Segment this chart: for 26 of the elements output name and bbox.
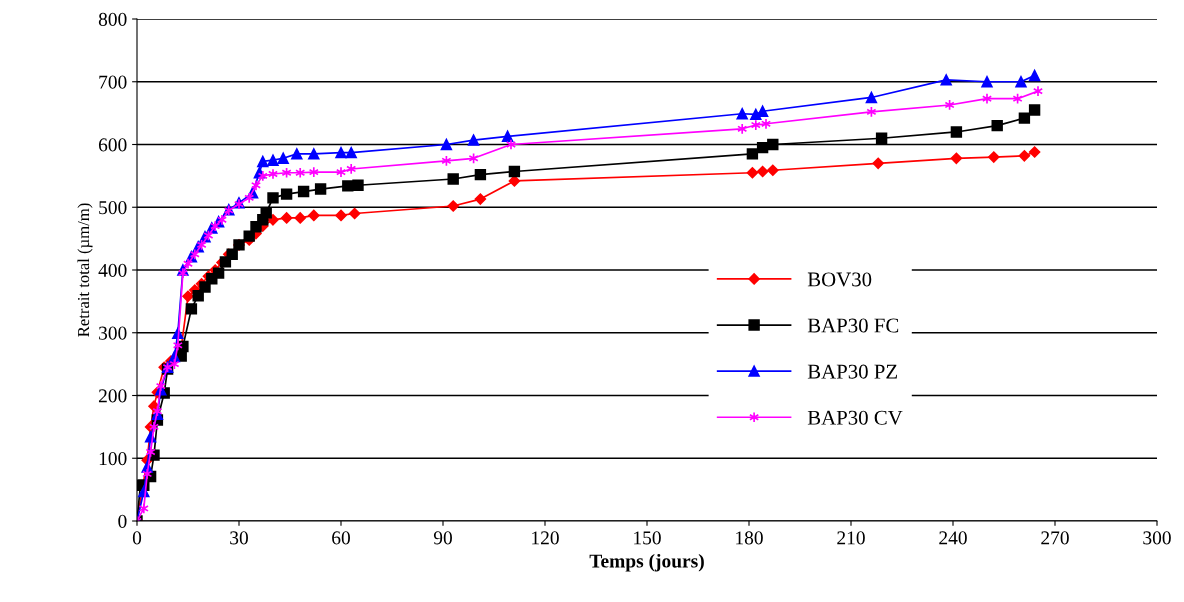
x-tick-label: 270	[1041, 531, 1069, 545]
x-tick-label: 60	[332, 531, 350, 545]
y-tick-label: 800	[98, 12, 127, 26]
x-tick-label: 180	[736, 531, 763, 545]
y-tick-label: 300	[99, 326, 127, 340]
legend-label: BAP30 CV	[807, 410, 903, 425]
y-axis-title: Retrait total (µm/m)	[77, 203, 93, 337]
x-tick-label: 150	[634, 531, 661, 545]
y-tick-label: 0	[118, 514, 127, 528]
x-tick-label: 240	[939, 531, 967, 545]
x-axis-title: Temps (jours)	[589, 553, 704, 572]
y-tick-label: 100	[99, 452, 127, 466]
x-tick-label: 120	[532, 531, 559, 545]
x-tick-label: 90	[433, 531, 452, 545]
legend-label: BOV30	[807, 272, 872, 287]
x-tick-label: 210	[837, 531, 865, 545]
y-tick-label: 200	[98, 389, 127, 403]
legend-label: BAP30 FC	[807, 318, 899, 333]
y-tick-label: 400	[98, 263, 127, 277]
x-tick-label: 30	[230, 531, 248, 545]
legend-label: BAP30 PZ	[807, 364, 897, 379]
y-tick-label: 700	[99, 75, 127, 89]
y-tick-label: 600	[98, 138, 127, 152]
x-tick-label: 300	[1143, 531, 1171, 545]
x-tick-label: 0	[132, 531, 142, 545]
y-tick-label: 500	[99, 201, 127, 215]
